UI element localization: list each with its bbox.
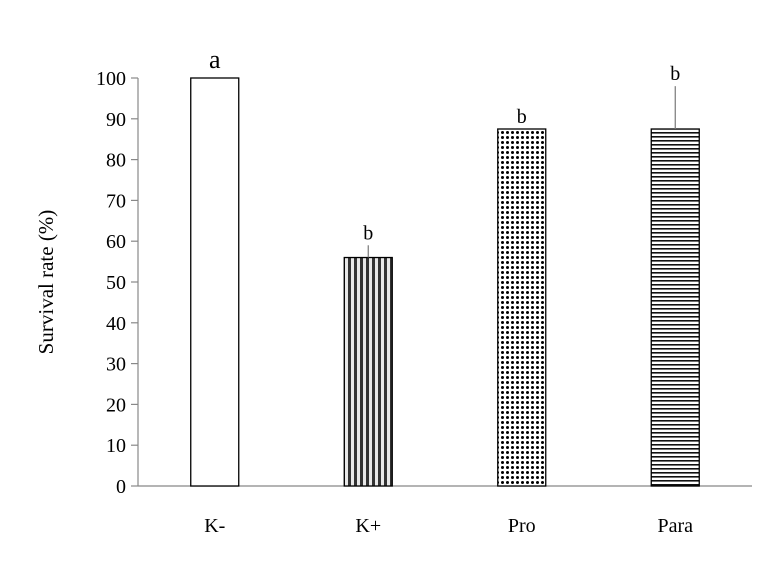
y-tick-label: 60 xyxy=(106,231,126,253)
bar-kminus xyxy=(190,77,240,487)
error-bars xyxy=(367,86,676,258)
y-tick-label: 10 xyxy=(106,435,126,457)
significance-letter: b xyxy=(670,63,680,85)
bars xyxy=(190,77,700,487)
bar-kplus xyxy=(343,256,393,487)
significance-letter: b xyxy=(363,222,373,244)
y-tick-label: 30 xyxy=(106,354,126,376)
significance-letter: a xyxy=(209,45,221,74)
y-tick-label: 90 xyxy=(106,109,126,131)
y-ticks: 0 10 20 30 40 50 60 70 80 90 100 xyxy=(96,68,138,498)
significance-labels: a b b b xyxy=(209,45,680,244)
y-tick-label: 20 xyxy=(106,394,126,416)
x-tick-labels: K- K+ Pro Para xyxy=(204,515,693,537)
x-tick-label: K+ xyxy=(355,515,381,537)
y-axis-title: Survival rate (%) xyxy=(34,210,58,355)
y-axis: 0 10 20 30 40 50 60 70 80 90 100 xyxy=(96,68,139,498)
y-tick-label: 50 xyxy=(106,272,126,294)
x-tick-label: K- xyxy=(204,515,225,537)
y-tick-label: 0 xyxy=(116,476,126,498)
bar-pro xyxy=(497,128,547,487)
x-axis: K- K+ Pro Para xyxy=(138,485,752,537)
bar-para xyxy=(650,128,700,487)
y-tick-label: 70 xyxy=(106,190,126,212)
y-tick-label: 100 xyxy=(96,68,126,90)
x-tick-label: Pro xyxy=(508,515,536,537)
y-tick-label: 40 xyxy=(106,313,126,335)
x-tick-label: Para xyxy=(657,515,693,537)
significance-letter: b xyxy=(517,106,527,128)
y-tick-label: 80 xyxy=(106,150,126,172)
